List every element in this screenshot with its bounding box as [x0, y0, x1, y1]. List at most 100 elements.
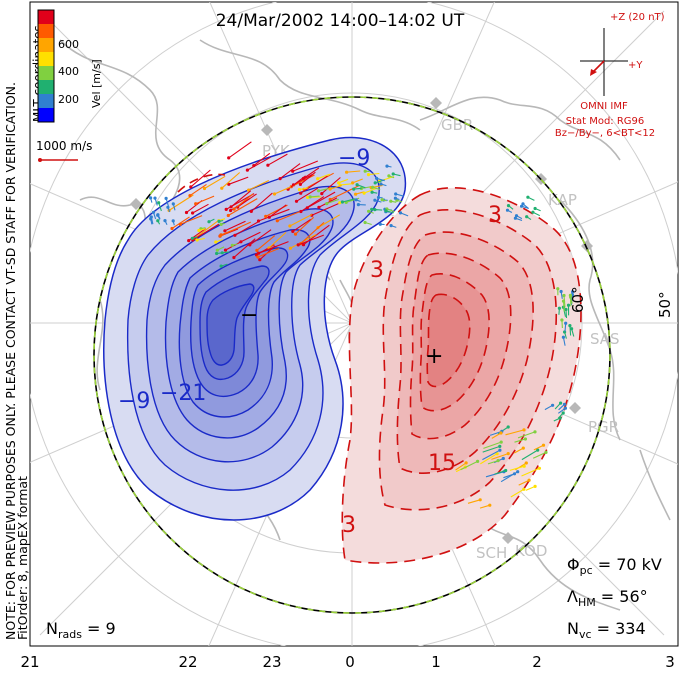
velocity-vector: [291, 174, 315, 188]
vector-origin: [299, 209, 303, 214]
vector-origin: [264, 214, 268, 218]
velocity-vector: [180, 215, 203, 225]
imf-model: Stat Mod: RG96: [566, 116, 645, 127]
colorbar-segment: [38, 52, 54, 67]
contour-label-p3-top: 3: [488, 203, 502, 228]
reference-vector-label: 1000 m/s: [36, 139, 92, 153]
vector-origin: [536, 448, 540, 452]
vector-origin: [170, 226, 174, 231]
velocity-vector: [518, 479, 530, 486]
vector-origin: [229, 208, 233, 213]
velocity-vector: [258, 241, 289, 254]
vector-origin: [220, 251, 224, 255]
vector-origin: [380, 198, 384, 202]
latitude-label-60: 60°: [569, 286, 587, 313]
vector-origin: [316, 177, 320, 181]
vector-origin: [215, 251, 219, 256]
vector-origin: [291, 229, 295, 233]
vector-origin: [558, 416, 562, 420]
vector-origin: [566, 303, 571, 307]
vector-origin: [278, 177, 282, 181]
velocity-vector: [505, 429, 525, 436]
vector-origin: [219, 222, 223, 226]
velocity-vector: [479, 504, 490, 509]
vector-origin: [308, 195, 312, 199]
vector-origin: [568, 324, 572, 328]
velocity-vector: [268, 231, 287, 249]
fit-order-note: FitOrder: 8, mapEX format: [15, 476, 30, 640]
vector-origin: [562, 293, 566, 298]
velocity-vector: [249, 229, 272, 246]
velocity-vector: [460, 460, 478, 471]
velocity-vector: [480, 453, 498, 465]
vector-origin: [551, 403, 555, 407]
negative-potential-cell: [103, 136, 407, 521]
vector-origin: [561, 299, 566, 303]
vector-origin: [191, 211, 195, 215]
vector-origin: [533, 430, 537, 434]
vector-origin: [544, 450, 548, 454]
vector-origin: [394, 192, 398, 196]
vector-origin: [391, 172, 395, 176]
velocity-vector: [303, 167, 320, 179]
vector-origin: [559, 401, 563, 405]
velocity-vector: [190, 169, 211, 188]
velocity-colorbar: 600 400 200 Vel [m/s]: [37, 9, 103, 123]
vector-origin: [488, 503, 492, 507]
vector-origin: [288, 224, 292, 228]
vector-origin: [498, 448, 502, 452]
vector-origin: [164, 196, 168, 200]
colorbar-tick-600: 600: [58, 38, 79, 51]
vector-origin: [157, 201, 161, 205]
colorbar-segment: [38, 108, 54, 123]
vector-origin: [197, 228, 201, 233]
velocity-vector: [503, 473, 515, 479]
vector-origin: [226, 213, 230, 218]
vector-origin: [224, 207, 228, 211]
velocity-vector: [295, 216, 314, 235]
vector-origin: [190, 236, 194, 240]
vector-origin: [541, 443, 546, 447]
velocity-vector: [194, 219, 219, 239]
vector-origin: [266, 163, 270, 167]
vector-origin: [568, 293, 573, 297]
vector-origin: [367, 209, 371, 213]
radar-label-kod: KOD: [515, 542, 547, 560]
imf-y-label: +Y: [628, 60, 643, 71]
vector-origin: [506, 204, 511, 208]
velocity-vector: [482, 445, 500, 453]
vector-origin: [320, 192, 324, 196]
vector-origin: [499, 440, 503, 444]
velocity-vector: [298, 234, 324, 246]
vector-origin: [355, 183, 359, 187]
vector-origin: [504, 468, 508, 473]
velocity-vector: [329, 184, 342, 190]
velocity-vector: [267, 153, 288, 166]
vector-origin: [522, 487, 526, 491]
velocity-vector: [195, 195, 215, 205]
vector-origin: [306, 195, 310, 200]
vector-origin: [202, 186, 207, 191]
velocity-vector: [517, 431, 536, 439]
vector-origin: [299, 191, 303, 195]
vector-origin: [325, 202, 329, 206]
vector-origin: [328, 197, 332, 202]
velocity-vector: [230, 190, 252, 208]
nvc-stat: Nvc = 334: [567, 619, 646, 641]
vector-origin: [563, 406, 568, 410]
vector-origin: [163, 219, 167, 223]
vector-origin: [525, 215, 529, 219]
vector-origin: [187, 239, 191, 243]
contour-label-n21: −21: [160, 381, 206, 406]
vector-origin: [247, 188, 251, 192]
contour-label-p15: 15: [428, 451, 456, 476]
vector-origin: [376, 195, 381, 200]
vector-origin: [149, 196, 153, 200]
radar-label-gbr: GBR: [441, 116, 473, 134]
velocity-vector: [521, 467, 540, 477]
velocity-vector: [363, 187, 378, 194]
vector-origin: [171, 219, 175, 223]
velocity-vector: [368, 172, 380, 176]
plot-title: 24/Mar/2002 14:00–14:02 UT: [216, 11, 465, 31]
mlt-tick-0: 0: [345, 653, 355, 671]
